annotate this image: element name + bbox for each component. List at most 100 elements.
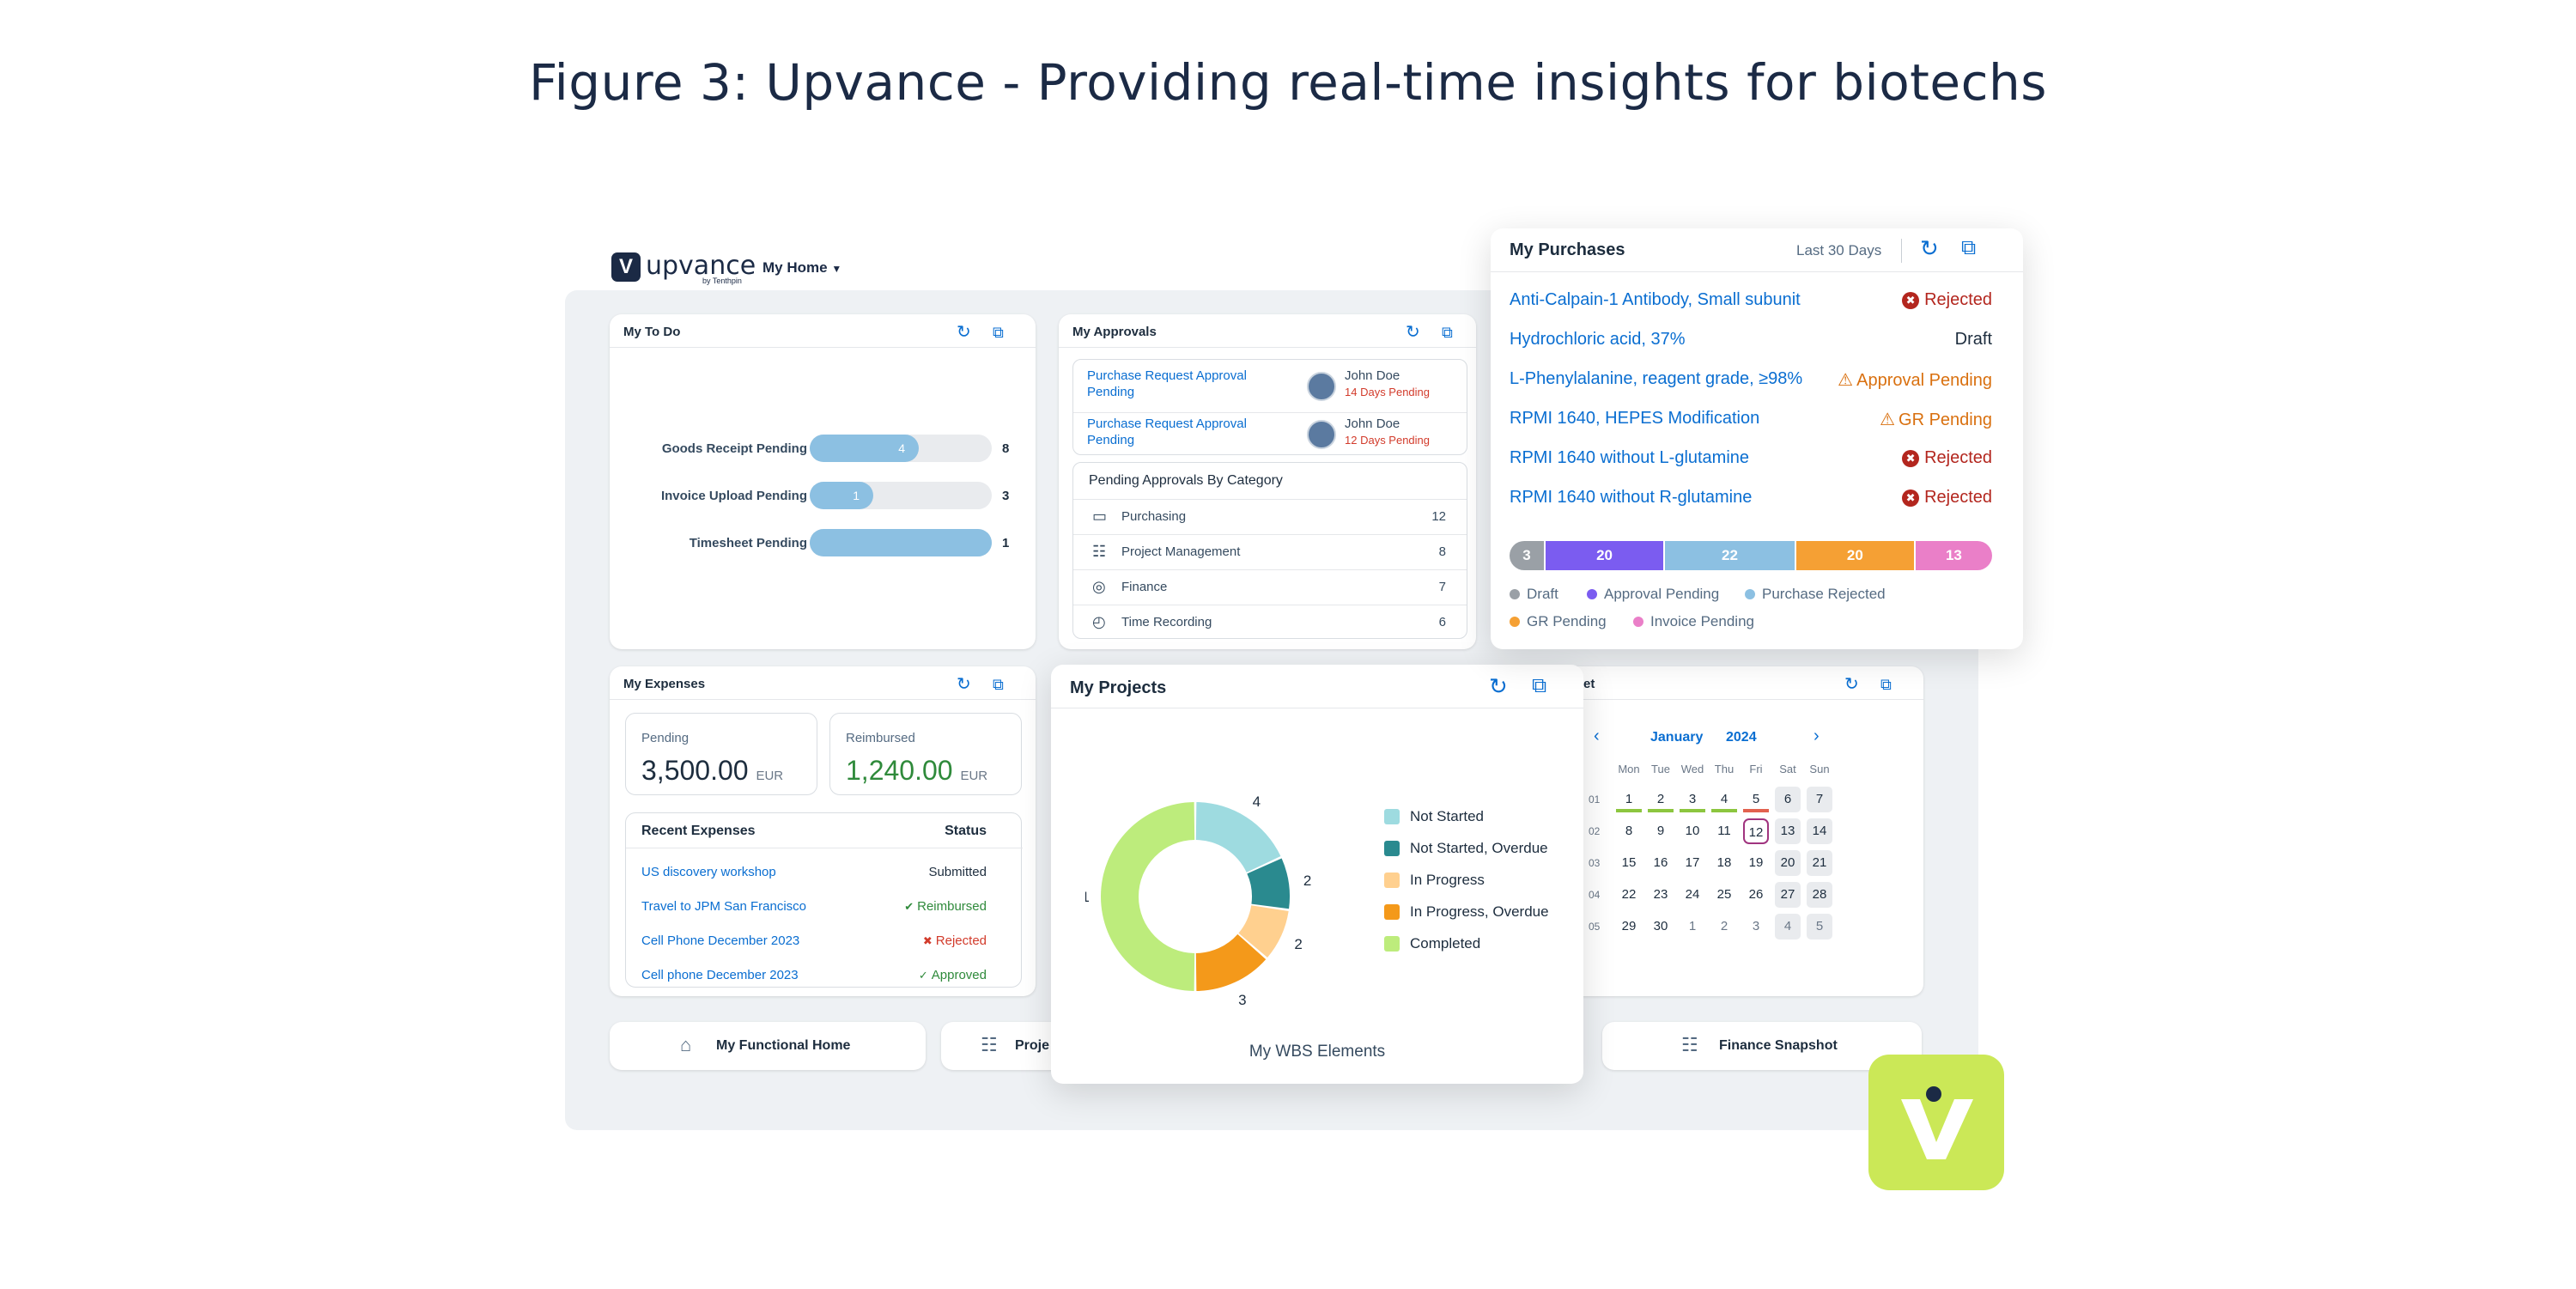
todo-bar-track[interactable]: 1 (810, 482, 992, 509)
year-label[interactable]: 2024 (1726, 730, 1757, 745)
calendar-day[interactable]: 5 (1743, 787, 1769, 812)
category-row[interactable]: ▭ Purchasing 12 (1073, 499, 1467, 533)
prev-month-icon[interactable]: ‹ (1594, 727, 1600, 745)
calendar-day[interactable]: 20 (1775, 850, 1801, 876)
expense-name[interactable]: US discovery workshop (641, 865, 776, 879)
todo-item-label[interactable]: Goods Receipt Pending (661, 441, 807, 456)
calendar-day[interactable]: 14 (1807, 818, 1832, 844)
expense-row[interactable]: US discovery workshop Submitted (626, 858, 1021, 891)
calendar-day[interactable]: 5 (1807, 914, 1832, 939)
status-segment[interactable]: 13 (1915, 541, 1992, 570)
popout-icon[interactable]: ⧉ (1532, 674, 1547, 697)
purchase-item-link[interactable]: Hydrochloric acid, 37% (1510, 330, 1686, 349)
calendar-day[interactable]: 7 (1807, 787, 1832, 812)
refresh-icon[interactable]: ↻ (1844, 675, 1859, 694)
calendar-day[interactable]: 19 (1748, 855, 1764, 870)
approval-request-row[interactable]: Purchase Request Approval Pending John Doe… (1073, 365, 1467, 410)
calendar-day[interactable]: 21 (1807, 850, 1832, 876)
calendar-day[interactable]: 2 (1648, 787, 1674, 812)
pending-tile[interactable]: Pending 3,500.00 EUR (625, 713, 817, 795)
purchase-item-link[interactable]: L-Phenylalanine, reagent grade, ≥98% (1510, 369, 1803, 388)
popout-icon[interactable]: ⧉ (993, 324, 1004, 341)
quick-link-label: My Functional Home (716, 1038, 851, 1053)
calendar-day[interactable]: 2 (1720, 919, 1728, 933)
calendar-day[interactable]: 3 (1752, 919, 1760, 933)
expense-name[interactable]: Cell phone December 2023 (641, 968, 799, 982)
todo-bar-track[interactable] (810, 529, 992, 556)
calendar-day[interactable]: 11 (1717, 824, 1731, 838)
expense-name[interactable]: Travel to JPM San Francisco (641, 899, 807, 914)
calendar-day[interactable]: 6 (1775, 787, 1801, 812)
reimbursed-tile[interactable]: Reimbursed 1,240.00 EUR (829, 713, 1022, 795)
weekday-label: Thu (1714, 763, 1735, 775)
calendar-day[interactable]: 9 (1656, 824, 1665, 838)
quick-link-label: Finance Snapshot (1719, 1038, 1838, 1053)
expense-row[interactable]: Cell phone December 2023 ✓ Approved (626, 961, 1021, 994)
calendar-day[interactable]: 24 (1685, 887, 1700, 902)
clock-icon: ◴ (1092, 613, 1106, 630)
todo-bar-track[interactable]: 4 (810, 435, 992, 462)
donut-slice[interactable] (1238, 905, 1289, 958)
calendar-day[interactable]: 13 (1775, 818, 1801, 844)
refresh-icon[interactable]: ↻ (957, 675, 971, 694)
popout-icon[interactable]: ⧉ (1961, 236, 1977, 259)
purchase-item-link[interactable]: Anti-Calpain-1 Antibody, Small subunit (1510, 290, 1801, 309)
calendar-day[interactable]: 8 (1625, 824, 1633, 838)
status-segment[interactable]: 3 (1510, 541, 1544, 570)
status-segment[interactable]: 20 (1546, 541, 1664, 570)
calendar-day[interactable]: 4 (1775, 914, 1801, 939)
calendar-day[interactable]: 22 (1621, 887, 1637, 902)
expenses-card: My Expenses ↻ ⧉ Pending 3,500.00 EUR Rei… (610, 666, 1036, 996)
calendar-day[interactable]: 23 (1653, 887, 1668, 902)
my-home-menu[interactable]: My Home ▼ (762, 259, 841, 277)
approval-request-row[interactable]: Purchase Request Approval Pending John Doe… (1073, 412, 1467, 457)
calendar-day[interactable]: 3 (1680, 787, 1705, 812)
todo-item-label[interactable]: Invoice Upload Pending (660, 489, 807, 503)
status-segment[interactable]: 20 (1795, 541, 1914, 570)
next-month-icon[interactable]: › (1814, 727, 1820, 745)
expense-name[interactable]: Cell Phone December 2023 (641, 933, 800, 948)
refresh-icon[interactable]: ↻ (1489, 673, 1508, 699)
calendar-day[interactable]: 28 (1807, 882, 1832, 908)
category-row[interactable]: ◴ Time Recording 6 (1073, 605, 1467, 639)
calendar-day[interactable]: 15 (1621, 855, 1637, 870)
calendar-day[interactable]: 16 (1653, 855, 1668, 870)
quick-link-finance-snapshot[interactable]: ☷ Finance Snapshot (1602, 1022, 1922, 1070)
calendar-day[interactable]: 26 (1748, 887, 1764, 902)
status-segment[interactable]: 22 (1665, 541, 1795, 570)
donut-slice[interactable] (1195, 802, 1281, 873)
donut-slice[interactable] (1195, 933, 1267, 991)
calendar-day[interactable]: 1 (1688, 919, 1697, 933)
calendar-day[interactable]: 17 (1685, 855, 1700, 870)
calendar-day[interactable]: 25 (1716, 887, 1732, 902)
request-title-cont: Pending (1087, 385, 1135, 399)
calendar-day[interactable]: 1 (1616, 787, 1642, 812)
calendar-day[interactable]: 12 (1743, 818, 1769, 844)
donut-slice[interactable] (1247, 858, 1290, 909)
popout-icon[interactable]: ⧉ (993, 676, 1004, 693)
calendar-day[interactable]: 30 (1653, 919, 1668, 933)
purchase-item-link[interactable]: RPMI 1640 without L-glutamine (1510, 448, 1750, 467)
quick-link-functional-home[interactable]: ⌂ My Functional Home (610, 1022, 926, 1070)
expense-row[interactable]: Travel to JPM San Francisco ✔ Reimbursed (626, 892, 1021, 925)
purchase-item-link[interactable]: RPMI 1640 without R-glutamine (1510, 488, 1753, 507)
todo-item-label[interactable]: Timesheet Pending (689, 536, 807, 550)
expense-row[interactable]: Cell Phone December 2023 ✖ Rejected (626, 927, 1021, 959)
popout-icon[interactable]: ⧉ (1880, 676, 1892, 693)
category-row[interactable]: ☷ Project Management 8 (1073, 534, 1467, 568)
purchase-item-link[interactable]: RPMI 1640, HEPES Modification (1510, 409, 1760, 428)
calendar-day[interactable]: 29 (1621, 919, 1637, 933)
calendar-day[interactable]: 10 (1685, 824, 1700, 838)
popout-icon[interactable]: ⧉ (1442, 324, 1453, 341)
donut-slice[interactable] (1101, 802, 1195, 991)
period-label[interactable]: Last 30 Days (1796, 242, 1882, 258)
upvance-logo-icon[interactable]: V (611, 252, 641, 282)
refresh-icon[interactable]: ↻ (1406, 323, 1420, 342)
refresh-icon[interactable]: ↻ (1920, 235, 1939, 261)
refresh-icon[interactable]: ↻ (957, 323, 971, 342)
calendar-day[interactable]: 4 (1711, 787, 1737, 812)
calendar-day[interactable]: 27 (1775, 882, 1801, 908)
category-row[interactable]: ◎ Finance 7 (1073, 569, 1467, 604)
calendar-day[interactable]: 18 (1716, 855, 1732, 870)
month-label[interactable]: January (1650, 730, 1704, 745)
